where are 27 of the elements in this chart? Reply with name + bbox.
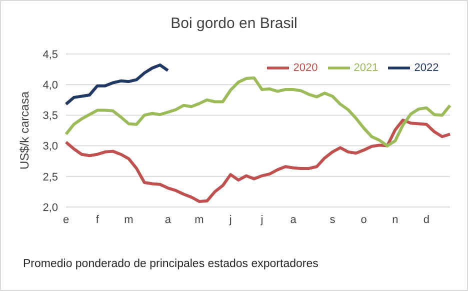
y-axis-title: US$/k carcasa (17, 91, 32, 170)
y-tick-label: 3,5 (42, 110, 58, 122)
x-tick-label: f (96, 214, 100, 226)
y-tick-label: 4,0 (42, 80, 58, 92)
x-tick-label: e (62, 214, 70, 226)
x-tick-label: d (423, 214, 430, 226)
x-tick-label: s (330, 214, 336, 226)
x-tick-label: j (260, 214, 264, 226)
y-tick-label: 2,0 (42, 202, 58, 214)
legend-label: 2020 (293, 62, 318, 74)
x-tick-label: m (124, 214, 134, 226)
legend-label: 2021 (354, 62, 378, 74)
line-series (64, 64, 170, 106)
text: Promedio ponderado de principales estados exportadores (23, 258, 318, 270)
line-series (64, 76, 452, 148)
line-series (64, 118, 452, 203)
chart-title: Boi gordo en Brasil (170, 15, 298, 32)
x-tick-label: a (164, 214, 172, 226)
x-tick-label: j (228, 214, 232, 226)
legend-label: 2022 (414, 62, 439, 74)
x-tick-label: n (392, 214, 398, 226)
y-tick-label: 3,0 (42, 140, 58, 153)
x-tick-label: o (360, 214, 367, 226)
y-tick-label: 2,5 (42, 171, 58, 184)
y-tick-label: 4,5 (42, 48, 58, 61)
x-tick-label: m (194, 214, 204, 226)
x-tick-label: a (290, 214, 298, 226)
